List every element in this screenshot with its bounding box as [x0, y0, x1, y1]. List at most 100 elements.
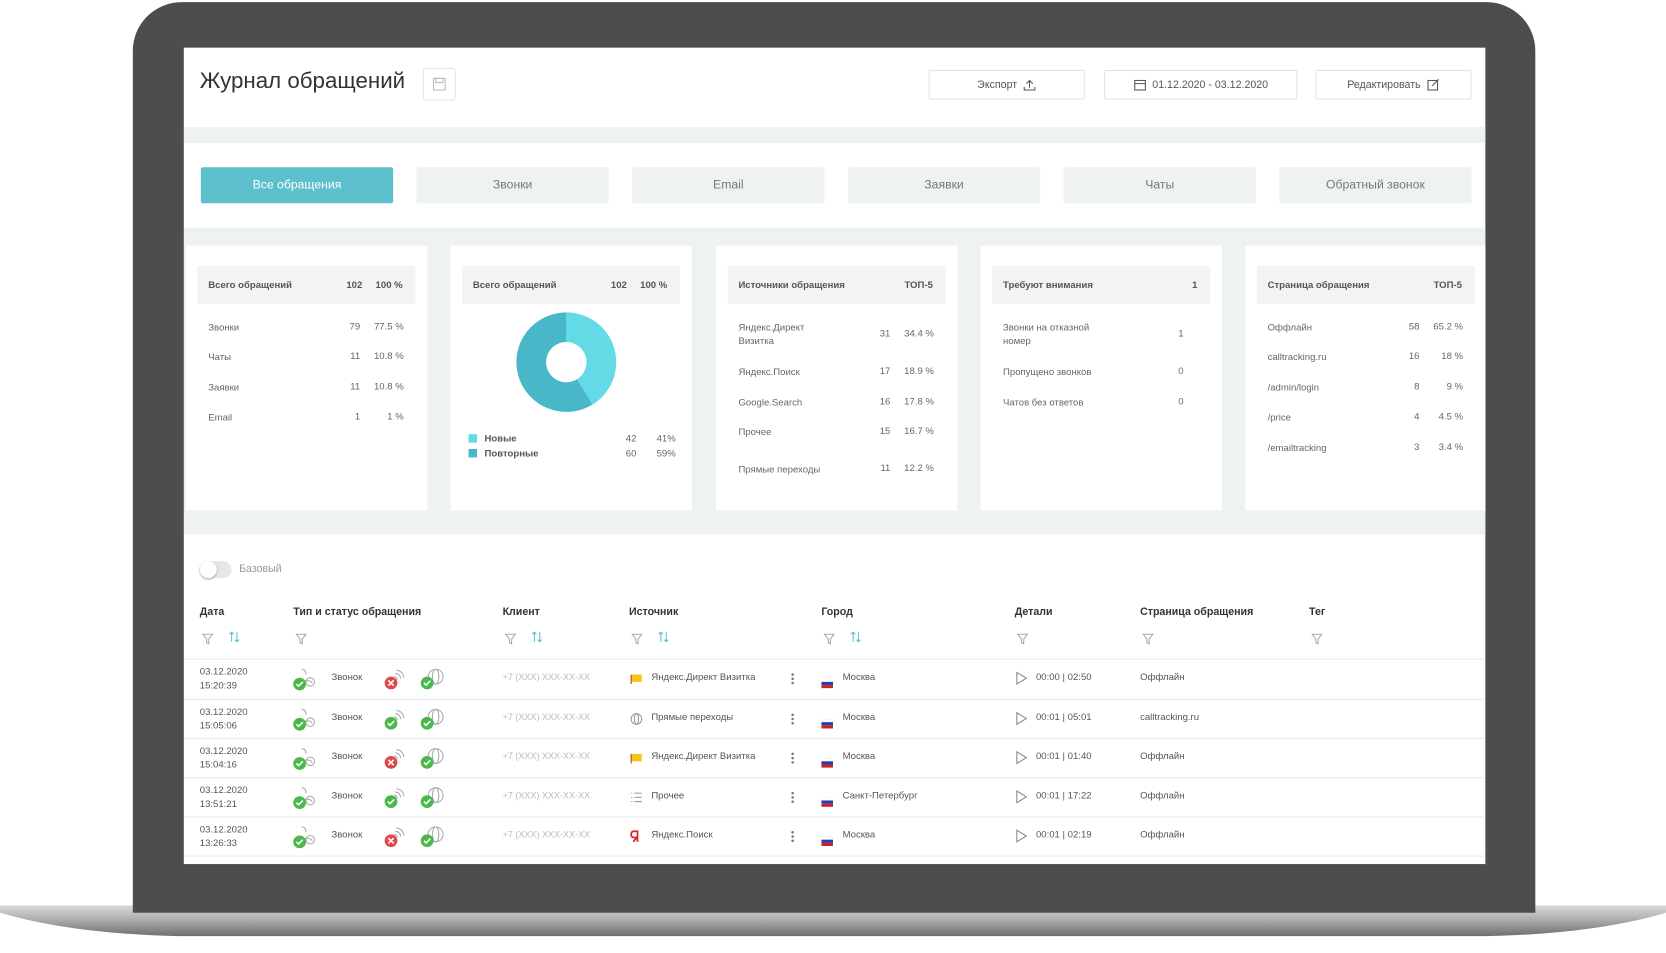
button-date-range[interactable]: 01.12.2020 - 03.12.2020 [1103, 69, 1298, 100]
icon-part [201, 633, 214, 645]
icon [850, 631, 862, 643]
icon-part [791, 795, 794, 799]
cell-source: Яндекс.Директ Визитка [651, 671, 756, 682]
column-header: Тип и статус обращения [293, 606, 422, 619]
row[interactable] [184, 817, 1486, 855]
button-export[interactable]: Экспорт [928, 69, 1085, 100]
icon-part [431, 825, 440, 842]
icon-part [631, 674, 642, 682]
icon-part [821, 718, 834, 722]
tab[interactable]: Email [632, 167, 825, 204]
icon-part [295, 799, 304, 806]
cell-page: Оффлайн [1140, 671, 1185, 682]
cell-type: Звонок [331, 789, 363, 800]
cell-client: +7 (XXX) XXX-XX-XX [502, 789, 591, 800]
icon-part [387, 798, 395, 805]
cell-details: 00:01 | 01:40 [1035, 750, 1092, 761]
icon [631, 633, 643, 645]
tab[interactable]: Звонки [416, 167, 609, 204]
icon-part [821, 842, 833, 846]
button-edit[interactable]: Редактировать [1315, 69, 1472, 100]
status-icon [420, 745, 448, 777]
icon [420, 825, 444, 847]
status-icon [384, 706, 412, 738]
row-count: 4 [1414, 410, 1420, 422]
legend-swatch [468, 448, 478, 458]
icon-part [791, 677, 794, 681]
icon-part [295, 760, 304, 767]
tab[interactable]: Заявки [847, 167, 1041, 204]
column-header: Дата [199, 606, 225, 619]
play-icon [1015, 828, 1028, 848]
row-divider [183, 658, 1486, 660]
row-count: 0 [1178, 396, 1184, 407]
icon [658, 631, 669, 643]
row-label: calltracking.ru [1267, 351, 1327, 362]
row-count: 1 [354, 410, 361, 422]
icon-part [631, 753, 642, 761]
row-menu [789, 711, 795, 730]
type-icon [291, 666, 319, 698]
row-label: Пропущено звонков [1003, 365, 1092, 377]
card: Всего обращений 102 100 % Звонки 79 77.5 % Чат… [185, 245, 428, 511]
legend-label: Повторные [484, 447, 539, 459]
row[interactable] [184, 778, 1486, 816]
tab[interactable]: Все обращения [200, 167, 394, 204]
icon-part [821, 763, 833, 768]
card: Страница обращения ТОП-5 Оффлайн 58 65.2 % ca… [1245, 245, 1486, 511]
column-header: Тег [1309, 606, 1326, 619]
toggle-knob [199, 561, 217, 579]
screen: Журнал обращений Экспорт 01.12.2020 - 03.1… [183, 47, 1486, 865]
icon [791, 712, 794, 724]
cell-client: +7 (XXX) XXX-XX-XX [502, 671, 591, 682]
cell-time: 15:20:39 [199, 679, 237, 691]
type-icon [291, 823, 319, 855]
cell-source: Прочее [651, 789, 685, 800]
row-percent: 9 % [1446, 381, 1464, 392]
card-percent: 100 % [375, 279, 403, 291]
donut-chart [516, 312, 617, 412]
row-label: Чаты [208, 351, 231, 362]
icon [1016, 750, 1028, 764]
icon-part [229, 631, 240, 643]
legend-label: Новые [484, 433, 517, 444]
icon-part [791, 673, 794, 676]
filter-icon [504, 631, 517, 650]
cell-page: Оффлайн [1140, 789, 1185, 800]
icon-part [821, 721, 833, 725]
row[interactable] [184, 660, 1486, 699]
icon-part [630, 829, 639, 842]
source-icon [630, 711, 643, 730]
icon-part [431, 747, 440, 764]
row-percent: 18 % [1441, 350, 1464, 362]
icon-part [394, 827, 405, 838]
icon-part [387, 837, 395, 844]
row[interactable] [184, 739, 1486, 777]
source-icon [630, 671, 643, 690]
row-percent: 34.4 % [904, 328, 934, 339]
row-menu [789, 750, 795, 769]
row-count: 17 [879, 365, 891, 376]
tab[interactable]: Чаты [1063, 167, 1256, 204]
status-icon [420, 666, 448, 698]
filter-icon [1311, 631, 1323, 650]
icon-part [1431, 79, 1440, 87]
icon-part [295, 633, 308, 645]
card-percent: 100 % [640, 279, 668, 291]
filter-icon [1016, 631, 1029, 650]
cell-page: calltracking.ru [1140, 711, 1200, 722]
row[interactable] [184, 700, 1486, 738]
cell-time: 15:04:16 [199, 758, 237, 770]
sort-icon [850, 630, 862, 649]
cell-time: 15:05:06 [199, 719, 237, 731]
icon-part [821, 757, 834, 762]
tab[interactable]: Обратный звонок [1279, 167, 1472, 204]
column-header: Клиент [502, 606, 540, 619]
row-label: Чатов без ответов [1003, 396, 1084, 408]
icon-part [791, 717, 794, 720]
divider-band [183, 127, 1486, 143]
legend-percent: 41% [656, 433, 676, 444]
row-divider [183, 777, 1486, 779]
icon-part [791, 791, 794, 794]
row-percent: 4.5 % [1438, 410, 1464, 422]
